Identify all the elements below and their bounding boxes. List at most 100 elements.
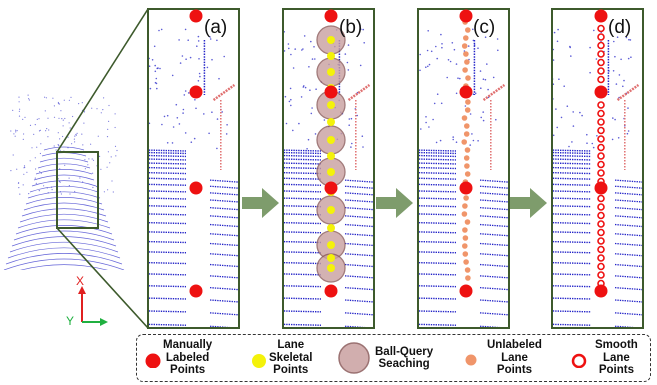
unlabeled-point (464, 59, 470, 65)
smooth-point (597, 262, 605, 271)
overview-scan-lines (3, 94, 125, 270)
ball-query-icon (338, 342, 370, 374)
unlabeled-point (465, 75, 471, 81)
manual-point (324, 9, 338, 23)
zoom-line-top (56, 8, 149, 153)
unlabeled-point (463, 195, 469, 201)
unlabeled-point-icon (465, 354, 477, 366)
manual-point (594, 9, 608, 23)
flow-arrows (242, 188, 547, 218)
legend: Manually Labeled Points Lane Skeletal Po… (136, 334, 651, 382)
unlabeled-point (464, 123, 470, 129)
unlabeled-point (461, 139, 468, 145)
legend-item-skeletal: Lane Skeletal Points (249, 335, 312, 381)
smooth-point (597, 203, 605, 211)
arrow-c-to-d (510, 188, 547, 218)
manual-point (594, 85, 608, 99)
smooth-point (597, 194, 605, 203)
skeletal-point-icon (252, 354, 266, 368)
skeletal-point (327, 168, 335, 176)
unlabeled-point (463, 35, 469, 41)
unlabeled-point (462, 251, 469, 257)
smooth-point (597, 126, 605, 135)
smooth-point (597, 135, 605, 143)
legend-item-manual: Manually Labeled Points (143, 335, 212, 381)
smooth-point (597, 228, 605, 237)
skeletal-point (327, 68, 335, 76)
skeletal-point (327, 254, 335, 262)
skeletal-point (327, 224, 335, 232)
overview-scene (3, 94, 125, 270)
lane-points-d (594, 9, 608, 298)
skeletal-point (327, 136, 335, 144)
smooth-point (597, 75, 605, 84)
manual-point-icon (145, 353, 161, 368)
manual-point (324, 85, 338, 99)
skeletal-point (327, 52, 335, 60)
unlabeled-point (461, 115, 468, 121)
manual-point (189, 284, 203, 298)
smooth-point (597, 245, 605, 254)
unlabeled-point (464, 163, 470, 169)
legend-label-unlabeled: Unlabeled Lane Points (487, 339, 542, 377)
smooth-point (597, 152, 605, 160)
legend-item-smooth: Smooth Lane Points (569, 335, 638, 381)
unlabeled-point (462, 235, 469, 241)
smooth-point (597, 109, 605, 118)
legend-label-ballquery: Ball-Query Seaching (375, 345, 434, 371)
smooth-point (597, 169, 605, 177)
smooth-point (597, 271, 605, 279)
skeletal-point (327, 36, 335, 44)
arrow-a-to-b (242, 188, 279, 218)
legend-label-smooth: Smooth Lane Points (595, 339, 638, 377)
unlabeled-point (461, 211, 468, 217)
smooth-point (597, 160, 605, 169)
unlabeled-point (465, 27, 471, 33)
panel-label-b: (b) (339, 17, 362, 38)
manual-point (189, 9, 203, 23)
smooth-point (597, 254, 605, 262)
smooth-point (597, 33, 605, 41)
manual-point (459, 85, 473, 99)
smooth-point (597, 58, 605, 67)
axis-indicator: X Y (66, 274, 108, 328)
panel-frame-b (282, 8, 375, 329)
zoom-region-box (56, 151, 99, 229)
legend-item-ballquery: Ball-Query Seaching (337, 335, 433, 381)
legend-item-unlabeled: Unlabeled Lane Points (463, 335, 542, 381)
manual-point (459, 181, 473, 195)
zoom-line-bottom (56, 227, 149, 329)
smooth-point (597, 118, 605, 126)
unlabeled-point (463, 259, 469, 265)
lane-points-a (189, 9, 203, 298)
smooth-point (597, 143, 605, 152)
panel-label-a: (a) (204, 17, 227, 38)
smooth-point (597, 237, 605, 245)
smooth-point (597, 101, 605, 109)
unlabeled-point (464, 219, 471, 225)
lane-points-b (316, 9, 346, 298)
unlabeled-point (462, 227, 468, 233)
panel-b (282, 8, 375, 329)
panel-frame-a (147, 8, 240, 329)
manual-point (189, 85, 203, 99)
unlabeled-point (465, 99, 471, 105)
panel-frame-d (551, 8, 644, 329)
manual-point (189, 181, 203, 195)
unlabeled-point (465, 275, 471, 281)
lidar-points (148, 28, 239, 328)
unlabeled-point (464, 267, 471, 273)
skeletal-point (327, 241, 335, 249)
legend-label-manual: Manually Labeled Points (163, 339, 213, 377)
unlabeled-point (462, 203, 468, 209)
unlabeled-point (462, 67, 468, 73)
smooth-point (597, 67, 605, 75)
legend-label-skeletal: Lane Skeletal Points (269, 339, 313, 377)
arrow-b-to-c (376, 188, 413, 218)
manual-point (324, 181, 338, 195)
y-axis-label: Y (66, 314, 74, 328)
unlabeled-point (464, 107, 471, 113)
smooth-point (597, 50, 605, 58)
panel-a (147, 8, 240, 329)
